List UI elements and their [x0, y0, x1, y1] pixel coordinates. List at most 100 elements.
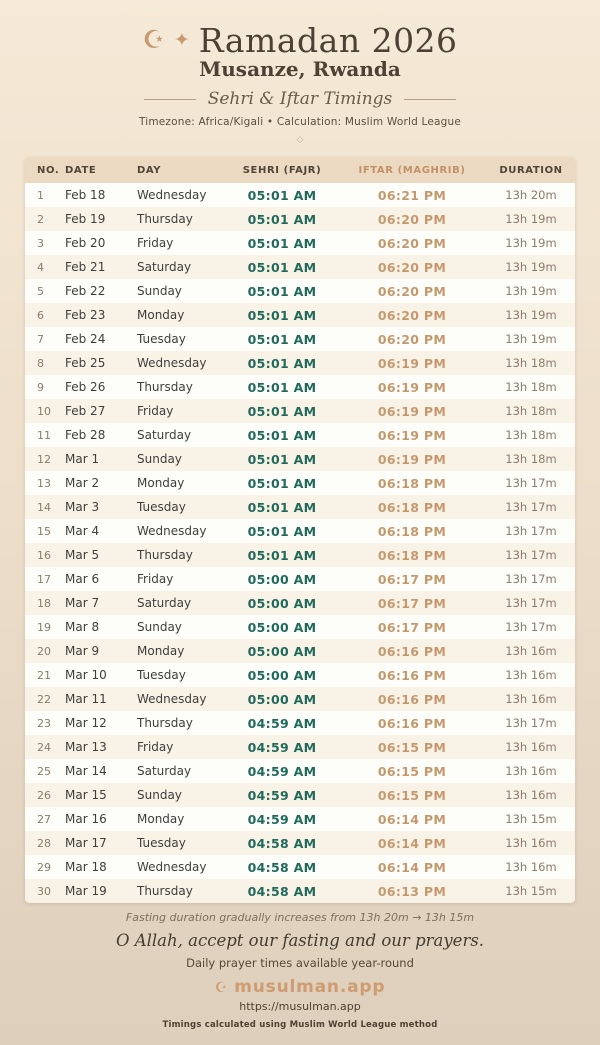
brand-name: musulman.app: [234, 977, 386, 997]
iftar-time-cell: 06:14 PM: [377, 835, 447, 851]
date-cell: Feb 20: [65, 236, 106, 250]
date-cell: Mar 13: [65, 740, 107, 754]
table-row: 22 Mar 11 Wednesday 05:00 AM 06:16 PM 13…: [25, 687, 575, 711]
table-row: 20 Mar 9 Monday 05:00 AM 06:16 PM 13h 16…: [25, 639, 575, 663]
sehri-time-cell: 05:01 AM: [247, 355, 317, 371]
iftar-time-cell: 06:20 PM: [377, 331, 447, 347]
location-subtitle: Musanze, Rwanda: [199, 57, 401, 81]
row-number-cell: 17: [37, 572, 51, 586]
table-row: 10 Feb 27 Friday 05:01 AM 06:19 PM 13h 1…: [25, 399, 575, 423]
table-row: 30 Mar 19 Thursday 04:58 AM 06:13 PM 13h…: [25, 879, 575, 903]
iftar-time-cell: 06:20 PM: [377, 235, 447, 251]
row-number-cell: 7: [37, 332, 44, 346]
duration-cell: 13h 18m: [505, 452, 557, 466]
date-cell: Mar 8: [65, 620, 100, 634]
day-cell: Wednesday: [137, 524, 207, 538]
sehri-time-cell: 05:01 AM: [247, 523, 317, 539]
iftar-time-cell: 06:15 PM: [377, 763, 447, 779]
duration-cell: 13h 15m: [505, 884, 557, 898]
row-number-cell: 27: [37, 812, 51, 826]
table-row: 28 Mar 17 Tuesday 04:58 AM 06:14 PM 13h …: [25, 831, 575, 855]
timezone-calculation-meta: Timezone: Africa/Kigali • Calculation: M…: [138, 116, 462, 128]
row-number-cell: 9: [37, 380, 44, 394]
date-cell: Feb 18: [65, 188, 106, 202]
duration-cell: 13h 18m: [505, 380, 557, 394]
day-cell: Wednesday: [137, 188, 207, 202]
date-cell: Mar 14: [65, 764, 107, 778]
sehri-time-cell: 05:01 AM: [247, 427, 317, 443]
row-number-cell: 25: [37, 764, 51, 778]
duration-cell: 13h 16m: [505, 668, 557, 682]
row-number-cell: 12: [37, 452, 51, 466]
date-cell: Mar 3: [65, 500, 100, 514]
day-cell: Monday: [137, 476, 185, 490]
brand-crescent-icon: ☪: [214, 979, 228, 996]
iftar-time-cell: 06:17 PM: [377, 595, 447, 611]
sehri-time-cell: 04:58 AM: [247, 835, 317, 851]
row-number-cell: 5: [37, 284, 44, 298]
date-cell: Feb 27: [65, 404, 106, 418]
table-row: 29 Mar 18 Wednesday 04:58 AM 06:14 PM 13…: [25, 855, 575, 879]
sehri-time-cell: 04:59 AM: [247, 763, 317, 779]
table-row: 7 Feb 24 Tuesday 05:01 AM 06:20 PM 13h 1…: [25, 327, 575, 351]
row-number-cell: 4: [37, 260, 44, 274]
sehri-time-cell: 05:00 AM: [247, 667, 317, 683]
row-number-cell: 22: [37, 692, 51, 706]
row-number-cell: 28: [37, 836, 51, 850]
sehri-time-cell: 04:58 AM: [247, 883, 317, 899]
sehri-time-cell: 05:01 AM: [247, 283, 317, 299]
brand-url: https://musulman.app: [239, 1000, 361, 1013]
duration-cell: 13h 17m: [505, 572, 557, 586]
row-number-cell: 15: [37, 524, 51, 538]
timings-subtitle: Sehri & Iftar Timings: [207, 89, 393, 109]
iftar-time-cell: 06:17 PM: [377, 571, 447, 587]
iftar-time-cell: 06:18 PM: [377, 475, 447, 491]
date-cell: Feb 28: [65, 428, 106, 442]
date-cell: Feb 25: [65, 356, 106, 370]
day-cell: Monday: [137, 644, 185, 658]
iftar-time-cell: 06:21 PM: [377, 187, 447, 203]
date-cell: Mar 18: [65, 860, 107, 874]
day-cell: Wednesday: [137, 692, 207, 706]
date-cell: Feb 23: [65, 308, 106, 322]
calculation-method-note: Timings calculated using Muslim World Le…: [162, 1020, 438, 1030]
iftar-time-cell: 06:19 PM: [377, 451, 447, 467]
date-cell: Mar 16: [65, 812, 107, 826]
day-cell: Tuesday: [137, 668, 186, 682]
duration-cell: 13h 19m: [505, 236, 557, 250]
date-cell: Feb 24: [65, 332, 106, 346]
day-cell: Thursday: [137, 380, 193, 394]
table-row: 16 Mar 5 Thursday 05:01 AM 06:18 PM 13h …: [25, 543, 575, 567]
subtitle-row: Sehri & Iftar Timings: [0, 91, 600, 108]
duration-note: Fasting duration gradually increases fro…: [125, 911, 475, 924]
day-cell: Saturday: [137, 260, 192, 274]
date-cell: Mar 10: [65, 668, 107, 682]
sehri-time-cell: 05:01 AM: [247, 259, 317, 275]
duration-cell: 13h 17m: [505, 596, 557, 610]
row-number-cell: 20: [37, 644, 51, 658]
iftar-time-cell: 06:20 PM: [377, 259, 447, 275]
day-cell: Monday: [137, 308, 185, 322]
row-number-cell: 29: [37, 860, 51, 874]
column-header-no: NO.: [37, 164, 60, 176]
table-row: 26 Mar 15 Sunday 04:59 AM 06:15 PM 13h 1…: [25, 783, 575, 807]
duration-cell: 13h 17m: [505, 548, 557, 562]
iftar-time-cell: 06:15 PM: [377, 787, 447, 803]
diamond-ornament-icon: ◇: [296, 135, 304, 145]
table-row: 3 Feb 20 Friday 05:01 AM 06:20 PM 13h 19…: [25, 231, 575, 255]
duration-cell: 13h 16m: [505, 692, 557, 706]
iftar-time-cell: 06:13 PM: [377, 883, 447, 899]
sehri-time-cell: 04:59 AM: [247, 715, 317, 731]
duration-cell: 13h 16m: [505, 788, 557, 802]
duration-cell: 13h 17m: [505, 476, 557, 490]
date-cell: Mar 12: [65, 716, 107, 730]
row-number-cell: 19: [37, 620, 51, 634]
day-cell: Thursday: [137, 548, 193, 562]
duration-cell: 13h 17m: [505, 500, 557, 514]
sehri-time-cell: 05:00 AM: [247, 619, 317, 635]
iftar-time-cell: 06:20 PM: [377, 307, 447, 323]
iftar-time-cell: 06:16 PM: [377, 643, 447, 659]
date-cell: Mar 2: [65, 476, 100, 490]
row-number-cell: 13: [37, 476, 51, 490]
duration-cell: 13h 19m: [505, 332, 557, 346]
